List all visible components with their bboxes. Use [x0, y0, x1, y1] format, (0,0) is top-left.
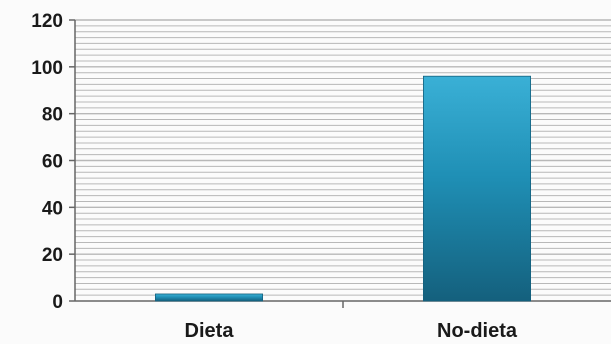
tick-labels: 0 20 40 60 80 100 120 Dieta No-dieta: [31, 11, 518, 342]
x-category-label: No-dieta: [437, 320, 518, 342]
y-tick-label: 80: [42, 105, 63, 126]
y-tick-label: 0: [52, 292, 63, 313]
bar-no-dieta: [422, 75, 531, 302]
y-tick-label: 20: [42, 245, 63, 266]
bar-dieta: [154, 293, 263, 302]
bars: [154, 75, 531, 302]
x-category-label: Dieta: [185, 320, 235, 342]
y-tick-label: 120: [31, 11, 63, 32]
y-tick-label: 40: [42, 198, 63, 219]
y-tick-label: 100: [31, 58, 63, 79]
y-tick-label: 60: [42, 152, 63, 173]
